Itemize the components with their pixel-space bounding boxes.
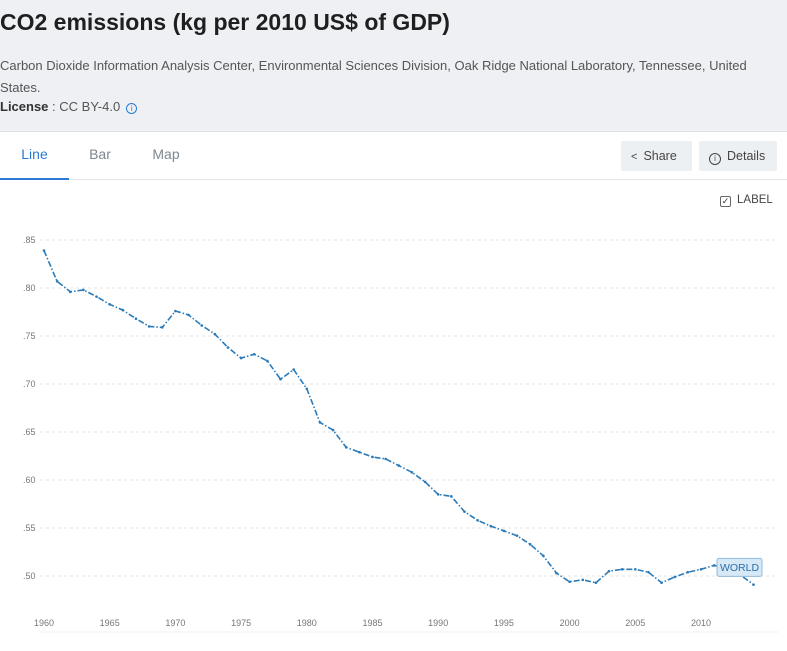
y-tick-label: .80: [23, 283, 36, 293]
x-tick-label: 2005: [625, 618, 645, 628]
details-label: Details: [727, 149, 766, 163]
series-line-world: [43, 250, 755, 586]
data-point: [266, 359, 269, 363]
tab-line[interactable]: Line: [0, 132, 69, 180]
data-point: [686, 570, 690, 574]
data-point: [476, 519, 479, 522]
data-point: [384, 457, 387, 461]
data-point: [95, 295, 98, 298]
data-point: [673, 575, 677, 579]
details-button[interactable]: i Details: [699, 141, 777, 171]
data-point: [331, 428, 335, 432]
x-tick-label: 1975: [231, 618, 251, 628]
data-point: [292, 368, 295, 371]
data-point: [581, 578, 585, 582]
data-point: [187, 313, 190, 317]
x-tick-label: 1980: [297, 618, 317, 628]
data-point: [358, 450, 361, 454]
data-point: [305, 387, 309, 391]
x-tick-label: 1970: [165, 618, 185, 628]
data-point: [607, 569, 611, 573]
y-tick-label: .50: [23, 571, 36, 581]
tab-bar: Line Bar Map < Share i Details: [0, 132, 787, 180]
tab-map[interactable]: Map: [152, 146, 180, 162]
details-info-icon: i: [709, 153, 721, 165]
label-toggle-text: LABEL: [737, 194, 773, 206]
data-point: [42, 249, 46, 252]
data-point: [371, 455, 374, 459]
series-label-world: WORLD: [720, 562, 760, 574]
data-point: [397, 464, 401, 467]
y-tick-label: .85: [23, 235, 36, 245]
data-point: [239, 356, 243, 360]
y-tick-label: .60: [23, 475, 36, 485]
data-point: [108, 303, 111, 306]
x-tick-label: 2010: [691, 618, 711, 628]
label-toggle[interactable]: ✓ LABEL: [720, 194, 773, 207]
line-chart: .50 .55 .60 .65 .70 .75 .80 .85 1960 1965 1970 1975…: [23, 235, 779, 633]
data-point: [463, 510, 466, 513]
data-point: [502, 529, 506, 533]
data-point: [528, 543, 532, 546]
page-title: CO2 emissions (kg per 2010 US$ of GDP): [0, 9, 450, 35]
chart-panel: Line Bar Map < Share i Details ✓ LABEL .50.…: [0, 131, 787, 651]
data-point: [647, 570, 650, 574]
share-button[interactable]: < Share: [621, 141, 692, 171]
data-point: [174, 309, 177, 313]
x-tick-label: 2000: [560, 618, 580, 628]
y-tick-label: .65: [23, 427, 36, 437]
data-point: [489, 524, 493, 528]
share-label: Share: [643, 149, 677, 163]
data-point: [699, 567, 703, 571]
data-point: [423, 480, 427, 484]
tab-bar-chart[interactable]: Bar: [89, 146, 111, 162]
source-text: Carbon Dioxide Information Analysis Cent…: [0, 58, 747, 95]
share-icon: <: [631, 151, 638, 163]
data-point: [660, 581, 663, 585]
x-tick-label: 1965: [100, 618, 120, 628]
data-point: [344, 446, 348, 449]
x-tick-label: 1985: [362, 618, 382, 628]
data-point: [634, 567, 637, 571]
data-point: [147, 325, 151, 328]
data-point: [279, 377, 282, 381]
data-point: [68, 290, 72, 294]
y-tick-label: .75: [23, 331, 36, 341]
data-point: [226, 346, 230, 349]
y-tick-label: .55: [23, 523, 36, 533]
info-icon[interactable]: i: [126, 103, 138, 114]
data-point: [160, 326, 164, 329]
license-value: : CC BY-4.0: [48, 99, 121, 114]
data-point: [121, 308, 125, 312]
data-point: [318, 421, 322, 424]
label-checkbox[interactable]: ✓: [720, 196, 731, 207]
data-point: [134, 317, 138, 321]
data-point: [752, 583, 755, 586]
y-tick-label: .70: [23, 379, 36, 389]
data-point: [594, 581, 598, 585]
x-tick-label: 1995: [494, 618, 514, 628]
series-label-box: [716, 557, 763, 577]
header: CO2 emissions (kg per 2010 US$ of GDP) C…: [0, 0, 787, 130]
x-tick-label: 1960: [34, 618, 54, 628]
data-point: [436, 493, 440, 496]
data-point: [620, 567, 624, 571]
data-point: [82, 288, 85, 292]
data-point: [252, 352, 256, 356]
data-point: [542, 554, 545, 558]
data-point: [515, 534, 519, 537]
license-line: License : CC BY-4.0 i: [0, 99, 138, 114]
data-point: [200, 324, 203, 327]
data-point: [712, 564, 716, 567]
data-point: [555, 571, 558, 575]
data-point: [410, 471, 414, 474]
data-point: [213, 332, 217, 336]
license-label: License: [0, 99, 49, 114]
x-tick-label: 1990: [428, 618, 448, 628]
data-point: [55, 279, 59, 283]
data-point: [450, 495, 453, 498]
data-point: [568, 580, 571, 584]
